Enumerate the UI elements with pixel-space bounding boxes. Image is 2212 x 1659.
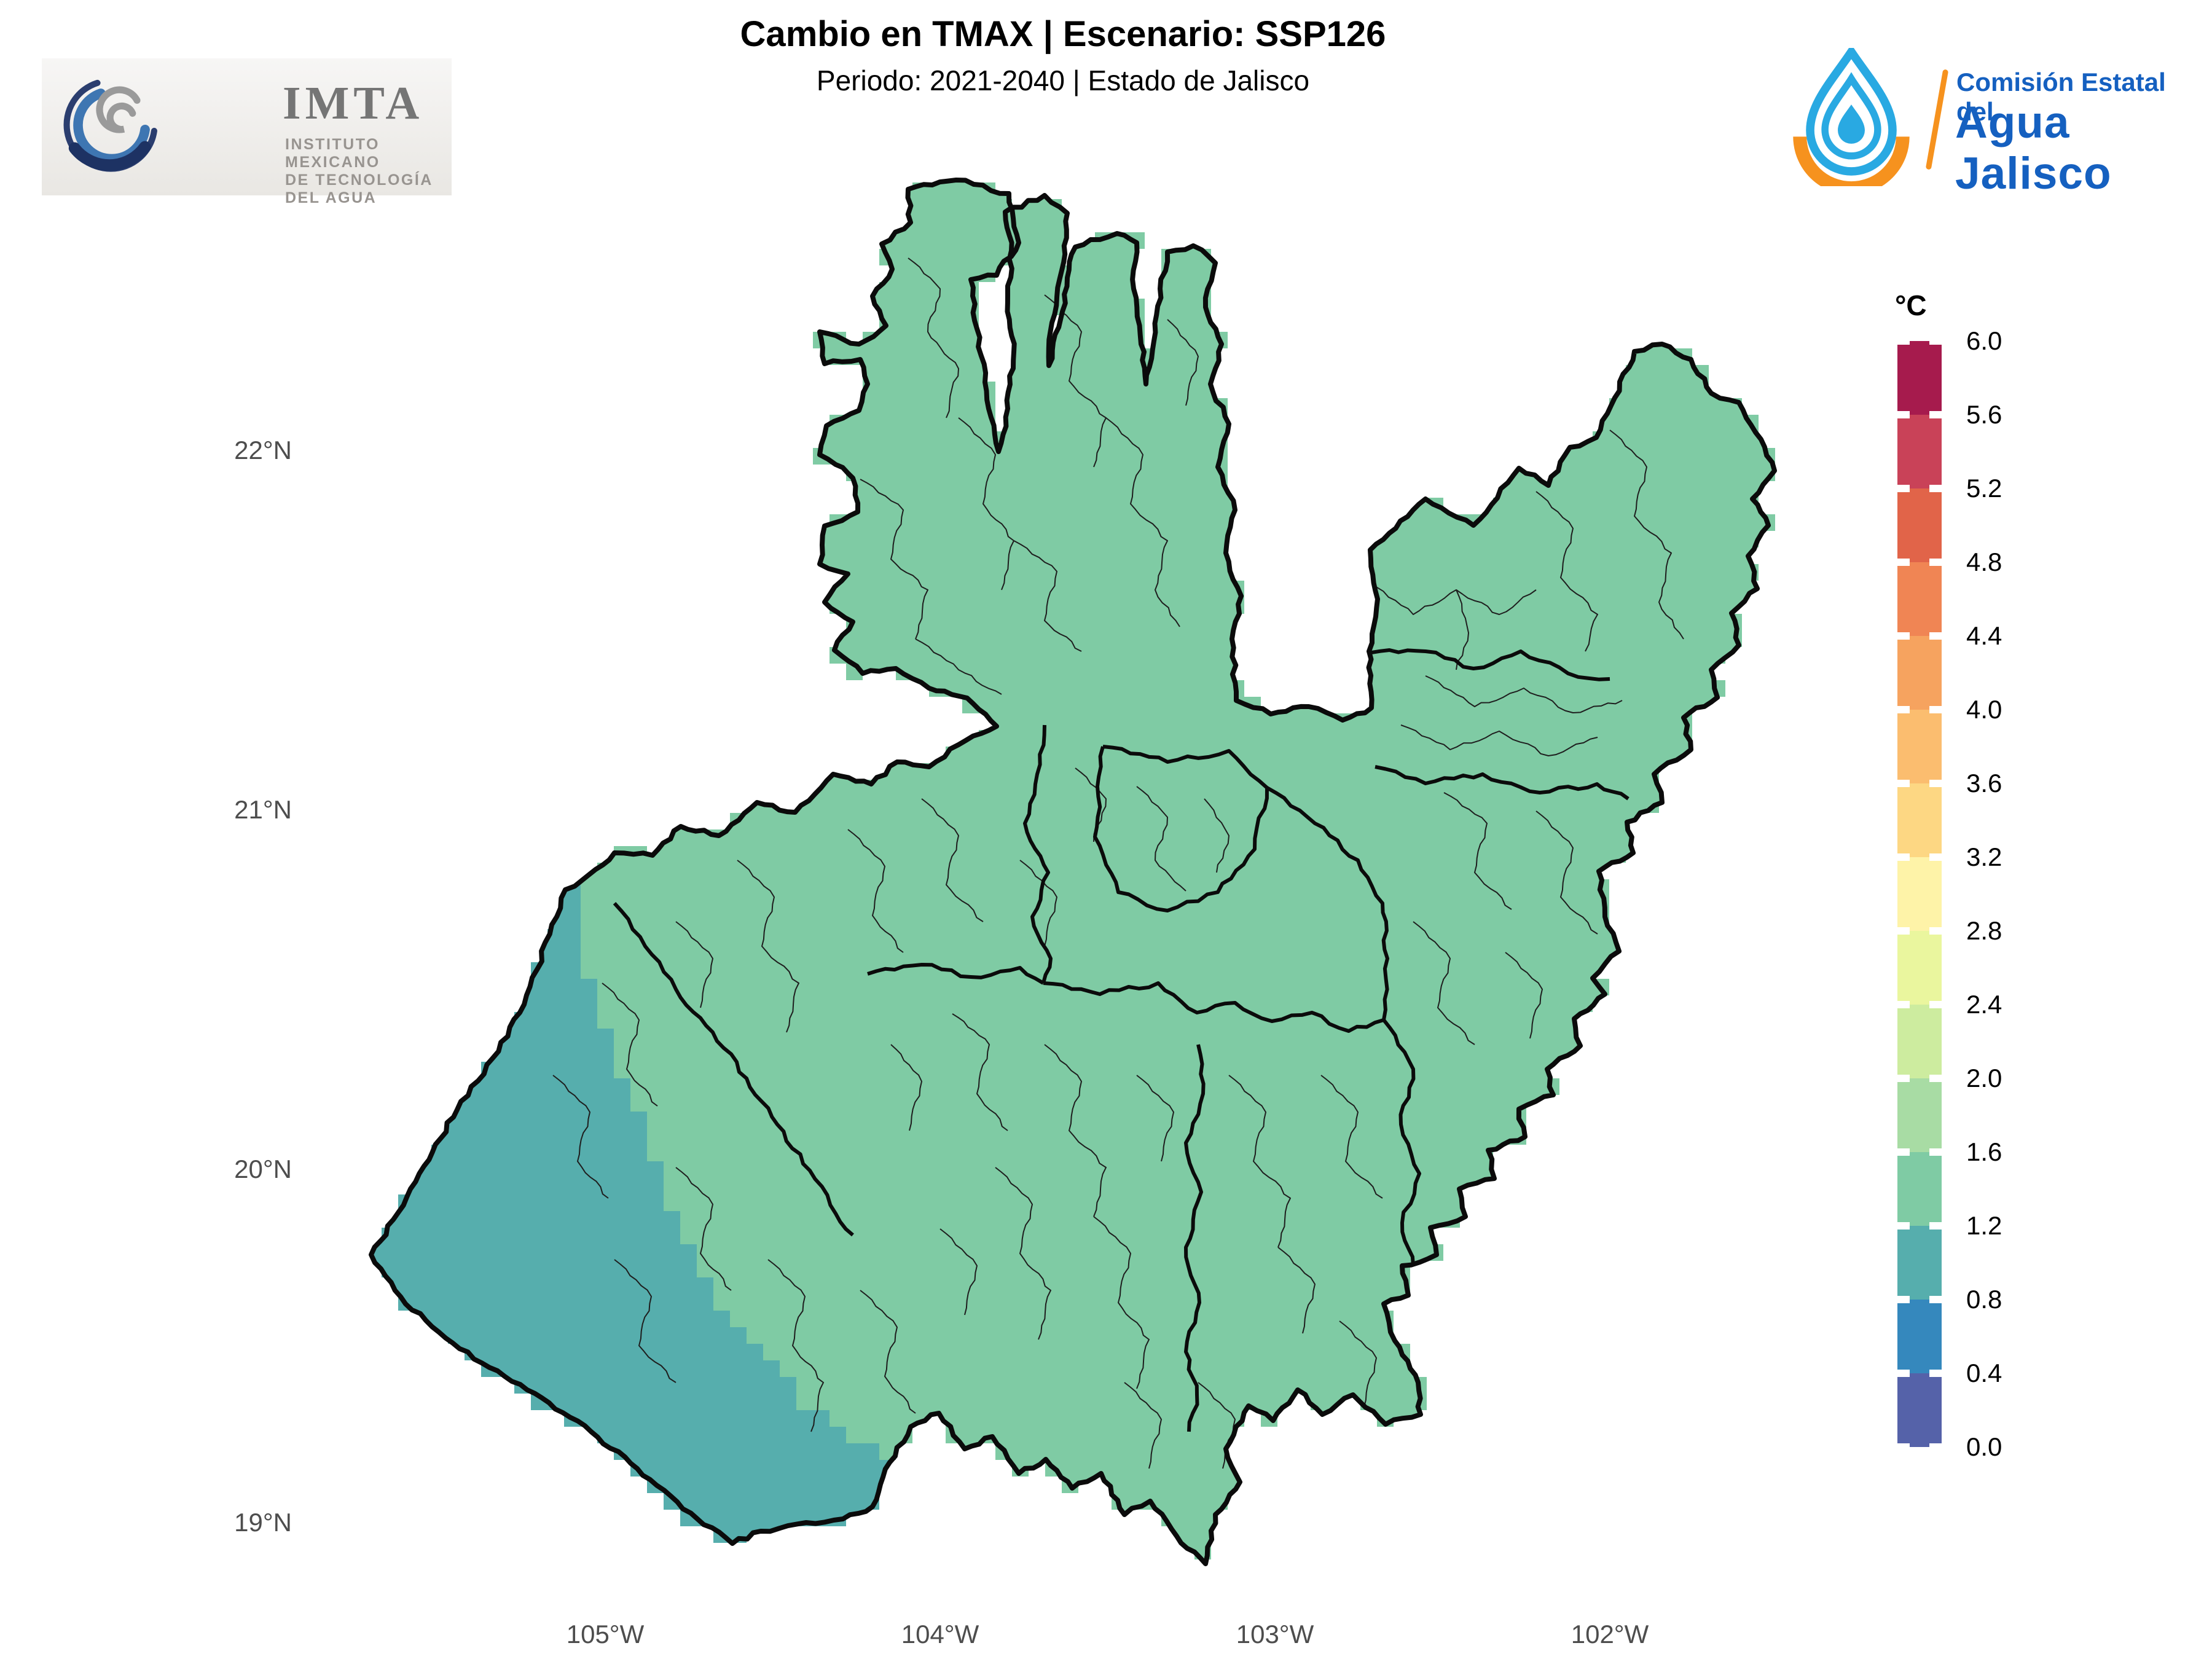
legend-tick-label: 3.6: [1966, 769, 2002, 798]
legend-color-block: [1897, 488, 1942, 562]
legend-tick-notch: [1897, 485, 1910, 492]
legend-tick-notch: [1929, 1370, 1942, 1377]
legend-tick-label: 1.2: [1966, 1211, 2002, 1240]
legend-tick-label: 4.0: [1966, 695, 2002, 724]
legend-color-block: [1897, 1152, 1942, 1226]
imta-acronym: IMTA: [283, 77, 424, 129]
legend-tick-notch: [1897, 853, 1910, 861]
x-axis-label-105w: 105°W: [566, 1620, 645, 1649]
legend-tick-notch: [1929, 1443, 1942, 1451]
legend-color-block: [1897, 857, 1942, 931]
color-scale-legend: °C 6.0 5.6 5.2 4.8 4.4 4.0 3.6 3.2 2.8 2.4 2.0 1.6 1…: [1894, 289, 2152, 1518]
imta-logo: IMTA INSTITUTO MEXICANO DE TECNOLOGÍA DE…: [42, 58, 452, 206]
legend-tick-notch: [1897, 1001, 1910, 1008]
legend-color-block: [1897, 1078, 1942, 1152]
legend-tick-label: 0.0: [1966, 1432, 2002, 1461]
legend-tick-label: 1.6: [1966, 1137, 2002, 1166]
x-axis-label-102w: 102°W: [1571, 1620, 1649, 1649]
imta-name-line3: DEL AGUA: [285, 189, 377, 206]
legend-tick-notch: [1897, 632, 1910, 640]
cea-name-line1: Comisión Estatal del: [1956, 68, 2166, 126]
legend-tick-notch: [1897, 706, 1910, 713]
legend-tick-label: 0.4: [1966, 1359, 2002, 1387]
imta-name: INSTITUTO MEXICANO DE TECNOLOGÍA DEL AGU…: [285, 136, 452, 207]
imta-swirl-icon: [63, 79, 157, 172]
legend-tick-notch: [1897, 411, 1910, 418]
legend-title: °C: [1895, 289, 1927, 321]
legend-tick-label: 5.2: [1966, 474, 2002, 503]
x-axis-label-103w: 103°W: [1236, 1620, 1314, 1649]
legend-tick-notch: [1929, 1148, 1942, 1156]
legend-color-block: [1897, 1005, 1942, 1078]
legend-tick-notch: [1929, 706, 1942, 713]
legend-tick-notch: [1897, 1296, 1910, 1303]
legend-tick-notch: [1897, 1075, 1910, 1082]
y-axis-label-20n: 20°N: [234, 1155, 292, 1183]
legend-tick-notch: [1929, 780, 1942, 787]
legend-tick-notch: [1929, 1001, 1942, 1008]
legend-color-block: [1897, 1300, 1942, 1373]
legend-tick-label: 2.0: [1966, 1064, 2002, 1092]
legend-tick-notch: [1929, 632, 1942, 640]
legend-color-block: [1897, 710, 1942, 783]
legend-color-block: [1897, 562, 1942, 636]
legend-tick-notch: [1897, 927, 1910, 935]
legend-tick-label: 3.2: [1966, 842, 2002, 871]
legend-tick-notch: [1897, 1370, 1910, 1377]
cea-name-line2: Agua Jalisco: [1955, 98, 2112, 198]
legend-tick-notch: [1897, 1222, 1910, 1230]
legend-tick-notch: [1897, 337, 1910, 345]
legend-tick-label: 2.8: [1966, 916, 2002, 945]
legend-color-block: [1897, 341, 1942, 415]
legend-tick-notch: [1929, 927, 1942, 935]
legend-tick-label: 5.6: [1966, 400, 2002, 429]
legend-tick-notch: [1929, 1296, 1942, 1303]
legend-color-block: [1897, 415, 1942, 488]
legend-tick-notch: [1929, 337, 1942, 345]
legend-tick-label: 0.8: [1966, 1285, 2002, 1314]
legend-color-block: [1897, 931, 1942, 1005]
legend-tick-label: 4.4: [1966, 621, 2002, 650]
legend-tick-notch: [1929, 1222, 1942, 1230]
legend-tick-notch: [1897, 1148, 1910, 1156]
y-axis-label-21n: 21°N: [234, 795, 292, 824]
legend-tick-label: 2.4: [1966, 990, 2002, 1019]
imta-name-line1: INSTITUTO MEXICANO: [285, 136, 380, 171]
legend-tick-notch: [1897, 559, 1910, 566]
legend-tick-notch: [1897, 1443, 1910, 1451]
page-title: Cambio en TMAX | Escenario: SSP126: [740, 14, 1386, 54]
imta-name-line2: DE TECNOLOGÍA: [285, 171, 433, 189]
legend-color-block: [1897, 1373, 1942, 1447]
x-axis-label-104w: 104°W: [901, 1620, 979, 1649]
legend-color-block: [1897, 1226, 1942, 1300]
legend-tick-notch: [1929, 559, 1942, 566]
legend-tick-label: 6.0: [1966, 326, 2002, 355]
legend-tick-notch: [1929, 1075, 1942, 1082]
legend-color-block: [1897, 636, 1942, 710]
water-drop-icon: [1793, 48, 1910, 186]
legend-tick-label: 4.8: [1966, 547, 2002, 576]
y-axis-label-22n: 22°N: [234, 436, 292, 465]
legend-tick-notch: [1929, 853, 1942, 861]
legend-tick-notch: [1929, 411, 1942, 418]
legend-color-block: [1897, 783, 1942, 857]
legend-tick-notch: [1897, 780, 1910, 787]
page-subtitle: Periodo: 2021-2040 | Estado de Jalisco: [816, 65, 1310, 96]
cea-jalisco-logo: Comisión Estatal del Agua Jalisco: [1782, 43, 2209, 198]
y-axis-label-19n: 19°N: [234, 1508, 292, 1537]
legend-colorbar: 6.0 5.6 5.2 4.8 4.4 4.0 3.6 3.2 2.8 2.4 2.0 1.6 1.2 0…: [1894, 289, 2152, 1518]
legend-tick-notch: [1929, 485, 1942, 492]
